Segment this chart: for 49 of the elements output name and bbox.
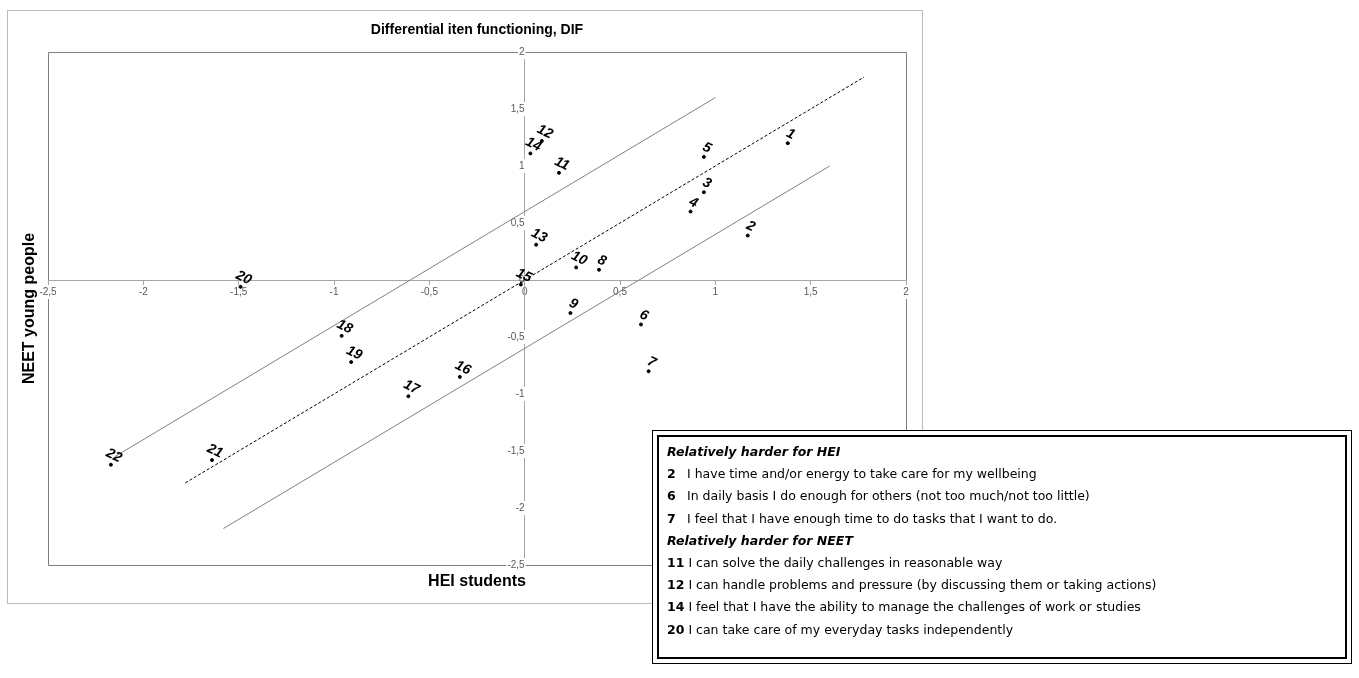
x-tick-label: -0,5 [420, 285, 439, 297]
annotation: 12 [534, 120, 556, 142]
annotation: 10 [569, 246, 591, 269]
annotation: 16 [452, 356, 475, 378]
x-tick-label: 2 [903, 285, 910, 297]
x-tick-label: -2 [138, 285, 149, 297]
annotation: 6 [637, 305, 652, 324]
annotation: 13 [529, 224, 551, 246]
annotation: 7 [645, 352, 661, 371]
y-tick-label: 1 [519, 159, 526, 171]
y-tick-label: 2 [519, 45, 526, 57]
x-tick-label: -1 [329, 285, 339, 297]
annotation: 22 [103, 443, 126, 466]
x-axis-title: HEI students [428, 572, 526, 590]
annotation: 3 [700, 173, 715, 192]
annotation: 4 [686, 192, 702, 211]
annotation: 17 [401, 375, 424, 398]
x-tick-label: 1,5 [803, 285, 819, 297]
annotation: 11 I can solve the daily challenges in reasonable way [667, 554, 1004, 572]
annotation: 2 [743, 216, 759, 235]
annotation: 5 [700, 137, 715, 156]
annotation: Relatively harder for NEET [667, 531, 855, 550]
annotation: 8 [595, 250, 610, 269]
y-tick-label: 1,5 [510, 102, 526, 114]
y-tick-label: -2,5 [507, 558, 526, 570]
annotation: 2 I have time and/or energy to take care for my wellbeing [667, 465, 1038, 484]
y-tick-label: -1 [515, 387, 526, 399]
x-tick-label: -1,5 [230, 285, 248, 297]
y-tick-label: 0,5 [510, 216, 526, 228]
x-tick-label: 1 [712, 285, 719, 297]
annotation: 6 In daily basis I do enough for others (not too much/not too little) [667, 487, 1091, 506]
x-tick-label: -2,5 [39, 285, 58, 297]
annotation: 7 I feel that I have enough time to do tasks that I want to do. [667, 509, 1059, 528]
text: 20 I can take care of my everyday tasks independently [667, 621, 1014, 637]
annotation: 18 [334, 315, 356, 337]
y-axis-title: NEET young people [20, 232, 38, 385]
annotation: Relatively harder for HEI [667, 443, 842, 461]
annotation: 21 [204, 439, 227, 461]
y-tick-label: -0,5 [507, 330, 526, 342]
annotation: 11 [552, 152, 573, 174]
y-tick-label: -1,5 [507, 444, 526, 456]
annotation: 9 [566, 294, 582, 313]
y-tick-label: -2 [515, 501, 526, 513]
text: 14 I feel that I have the ability to manage the challenges of work or studies [667, 599, 1141, 615]
annotation: 19 [344, 341, 366, 363]
annotation: 1 [784, 124, 799, 143]
text: 12 I can handle problems and pressure (by discussing them or taking actions) [667, 577, 1157, 593]
chart-title: Differential iten functioning, DIF [370, 20, 584, 37]
annotation: 20 [232, 265, 255, 288]
